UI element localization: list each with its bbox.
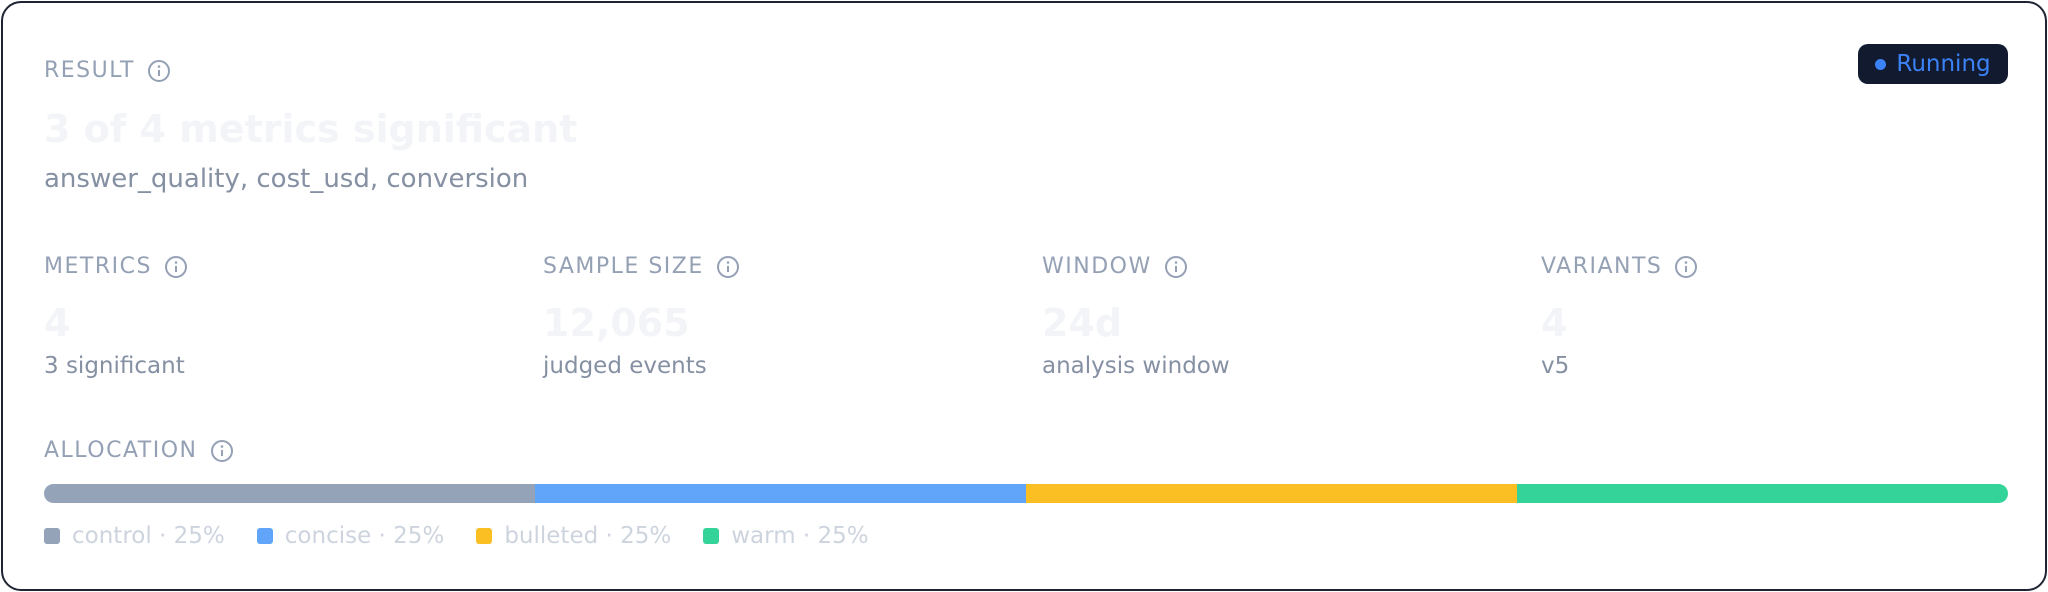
legend-swatch: [703, 528, 720, 544]
stat-label: VARIANTS: [1541, 254, 1698, 279]
allocation-bar: [44, 484, 2008, 503]
label-text: VARIANTS: [1541, 254, 1663, 279]
legend-swatch: [476, 528, 493, 544]
allocation-label: ALLOCATION: [44, 438, 234, 463]
result-headline: 3 of 4 metrics significant: [44, 107, 578, 151]
status-badge: Running: [1858, 44, 2008, 84]
allocation-segment: [1026, 484, 1517, 503]
stat-label: METRICS: [44, 254, 188, 279]
legend-swatch: [44, 528, 60, 544]
stat-label: SAMPLE SIZE: [543, 254, 740, 279]
label-text: SAMPLE SIZE: [543, 254, 704, 279]
info-icon[interactable]: [716, 255, 740, 279]
legend-item: concise · 25%: [256, 523, 445, 549]
label-text: METRICS: [44, 254, 152, 279]
stat-value: 24d: [1042, 301, 1123, 345]
stat-label: WINDOW: [1042, 254, 1188, 279]
legend-item: bulleted · 25%: [476, 523, 671, 549]
allocation-segment: [44, 484, 535, 503]
stat-value: 12,065: [543, 301, 690, 345]
legend-item: control · 25%: [44, 523, 225, 549]
stat-note: judged events: [543, 353, 707, 379]
legend-text: bulleted · 25%: [504, 523, 672, 549]
info-icon[interactable]: [147, 59, 171, 83]
stat-note: v5: [1541, 353, 1570, 379]
info-icon[interactable]: [210, 439, 234, 463]
stat-note: analysis window: [1042, 353, 1230, 379]
info-icon[interactable]: [1164, 255, 1188, 279]
legend-text: warm · 25%: [731, 523, 869, 549]
status-dot: [1875, 58, 1887, 70]
stat-note: 3 significant: [44, 353, 185, 379]
legend-swatch: [256, 528, 273, 544]
allocation-legend: control · 25% concise · 25% bulleted · 25%…: [44, 523, 869, 549]
allocation-segment: [1517, 484, 2008, 503]
allocation-segment: [535, 484, 1026, 503]
info-icon[interactable]: [1674, 255, 1698, 279]
label-text: RESULT: [44, 58, 135, 83]
result-label: RESULT: [44, 58, 171, 83]
legend-item: warm · 25%: [703, 523, 869, 549]
label-text: WINDOW: [1042, 254, 1152, 279]
info-icon[interactable]: [164, 255, 188, 279]
status-text: Running: [1896, 51, 1991, 77]
result-detail: answer_quality, cost_usd, conversion: [44, 164, 529, 194]
legend-text: control · 25%: [72, 523, 225, 549]
stat-value: 4: [44, 301, 71, 345]
legend-text: concise · 25%: [284, 523, 445, 549]
stat-value: 4: [1541, 301, 1568, 345]
label-text: ALLOCATION: [44, 438, 198, 463]
